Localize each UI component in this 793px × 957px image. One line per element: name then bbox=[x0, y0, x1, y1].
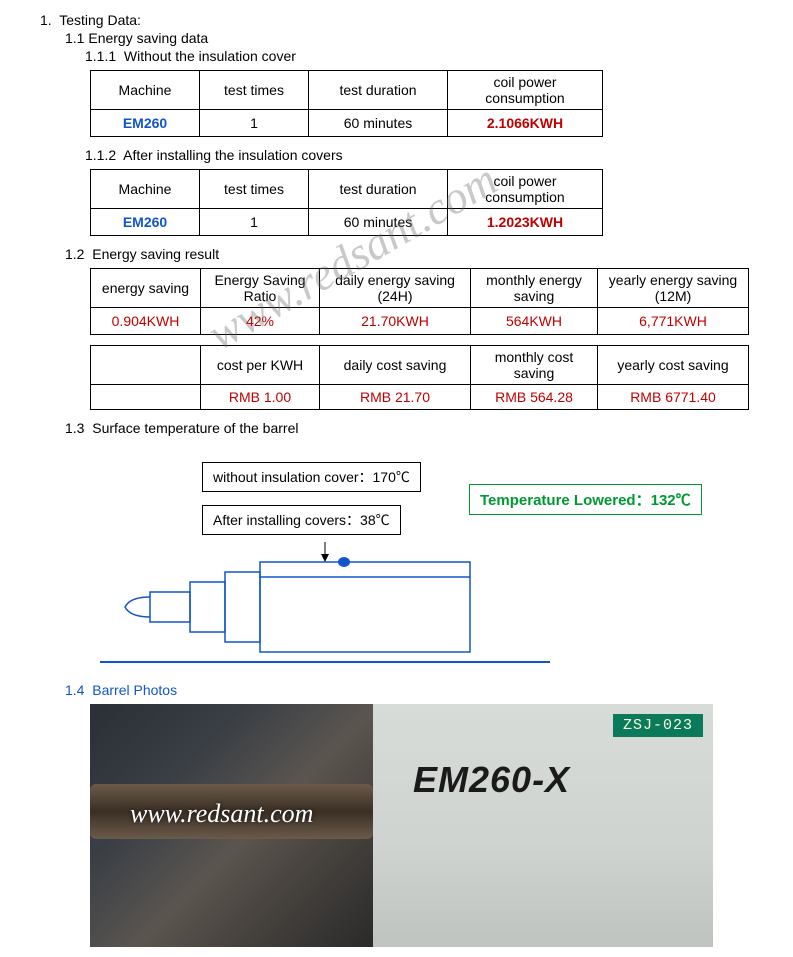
th-cost-per-kwh: cost per KWH bbox=[201, 346, 320, 385]
heading-1-4: 1.4 Barrel Photos bbox=[65, 682, 773, 698]
barrel-diagram-area: without insulation cover：170℃ After inst… bbox=[90, 442, 773, 672]
td-test-times: 1 bbox=[200, 110, 309, 137]
table-energy-saving: energy saving Energy Saving Ratio daily … bbox=[90, 268, 749, 335]
heading-1-1-num: 1.1 bbox=[65, 30, 84, 46]
heading-1-2-text: Energy saving result bbox=[92, 246, 219, 262]
zsj-tag: ZSJ-023 bbox=[613, 714, 703, 737]
th-machine: Machine bbox=[91, 170, 200, 209]
heading-1-2-num: 1.2 bbox=[65, 246, 84, 262]
table-row: EM260 1 60 minutes 1.2023KWH bbox=[91, 209, 603, 236]
heading-1-text: Testing Data: bbox=[59, 12, 141, 28]
table-row: EM260 1 60 minutes 2.1066KWH bbox=[91, 110, 603, 137]
th-coil-power: coil power consumption bbox=[448, 170, 603, 209]
heading-1-1-2: 1.1.2 After installing the insulation co… bbox=[85, 147, 773, 163]
machine-label: EM260-X bbox=[413, 759, 570, 801]
td-blank bbox=[91, 385, 201, 410]
td-coil-power: 1.2023KWH bbox=[448, 209, 603, 236]
td-monthly: 564KWH bbox=[471, 308, 598, 335]
td-machine: EM260 bbox=[91, 209, 200, 236]
temp-after-box: After installing covers：38℃ bbox=[202, 505, 401, 535]
td-test-duration: 60 minutes bbox=[309, 110, 448, 137]
heading-1-num: 1. bbox=[40, 12, 52, 28]
heading-1-2: 1.2 Energy saving result bbox=[65, 246, 773, 262]
barrel-photo: www.redsant.com ZSJ-023 EM260-X bbox=[90, 704, 713, 947]
barrel-photo-right: ZSJ-023 EM260-X bbox=[373, 704, 713, 947]
th-test-duration: test duration bbox=[309, 71, 448, 110]
temp-without-box: without insulation cover：170℃ bbox=[202, 462, 421, 492]
th-daily-cost: daily cost saving bbox=[320, 346, 471, 385]
heading-1-1-1-num: 1.1.1 bbox=[85, 48, 116, 64]
table-cost-saving: cost per KWH daily cost saving monthly c… bbox=[90, 345, 749, 410]
th-monthly-cost: monthly cost saving bbox=[471, 346, 598, 385]
table-without-cover: Machine test times test duration coil po… bbox=[90, 70, 603, 137]
th-test-times: test times bbox=[200, 170, 309, 209]
td-daily-cost: RMB 21.70 bbox=[320, 385, 471, 410]
th-machine: Machine bbox=[91, 71, 200, 110]
heading-1-3: 1.3 Surface temperature of the barrel bbox=[65, 420, 773, 436]
table-row: RMB 1.00 RMB 21.70 RMB 564.28 RMB 6771.4… bbox=[91, 385, 749, 410]
th-energy-saving: energy saving bbox=[91, 269, 201, 308]
td-yearly: 6,771KWH bbox=[598, 308, 749, 335]
heading-1: 1. Testing Data: bbox=[40, 12, 773, 28]
td-test-times: 1 bbox=[200, 209, 309, 236]
heading-1-1-2-text: After installing the insulation covers bbox=[123, 147, 342, 163]
th-coil-power: coil power consumption bbox=[448, 71, 603, 110]
heading-1-4-num: 1.4 bbox=[65, 682, 84, 698]
th-test-duration: test duration bbox=[309, 170, 448, 209]
td-test-duration: 60 minutes bbox=[309, 209, 448, 236]
td-daily: 21.70KWH bbox=[320, 308, 471, 335]
table-with-cover: Machine test times test duration coil po… bbox=[90, 169, 603, 236]
barrel-photo-left: www.redsant.com bbox=[90, 704, 373, 947]
heading-1-1-1: 1.1.1 Without the insulation cover bbox=[85, 48, 773, 64]
heading-1-3-text: Surface temperature of the barrel bbox=[92, 420, 298, 436]
th-daily: daily energy saving (24H) bbox=[320, 269, 471, 308]
th-ratio: Energy Saving Ratio bbox=[201, 269, 320, 308]
heading-1-4-text: Barrel Photos bbox=[92, 682, 177, 698]
td-coil-power: 2.1066KWH bbox=[448, 110, 603, 137]
heading-1-3-num: 1.3 bbox=[65, 420, 84, 436]
td-yearly-cost: RMB 6771.40 bbox=[598, 385, 749, 410]
th-monthly: monthly energy saving bbox=[471, 269, 598, 308]
temp-lowered-box: Temperature Lowered：132℃ bbox=[469, 484, 702, 515]
th-blank bbox=[91, 346, 201, 385]
table-row: 0.904KWH 42% 21.70KWH 564KWH 6,771KWH bbox=[91, 308, 749, 335]
td-cost-per-kwh: RMB 1.00 bbox=[201, 385, 320, 410]
th-test-times: test times bbox=[200, 71, 309, 110]
th-yearly-cost: yearly cost saving bbox=[598, 346, 749, 385]
heading-1-1-text: Energy saving data bbox=[88, 30, 208, 46]
heading-1-1-1-text: Without the insulation cover bbox=[124, 48, 296, 64]
td-machine: EM260 bbox=[91, 110, 200, 137]
td-energy-saving: 0.904KWH bbox=[91, 308, 201, 335]
td-monthly-cost: RMB 564.28 bbox=[471, 385, 598, 410]
heading-1-1: 1.1 Energy saving data bbox=[65, 30, 773, 46]
th-yearly: yearly energy saving (12M) bbox=[598, 269, 749, 308]
heading-1-1-2-num: 1.1.2 bbox=[85, 147, 116, 163]
td-ratio: 42% bbox=[201, 308, 320, 335]
barrel-diagram-svg bbox=[90, 542, 570, 672]
